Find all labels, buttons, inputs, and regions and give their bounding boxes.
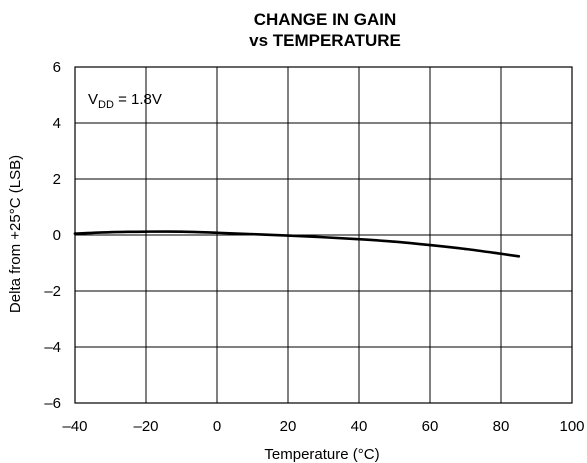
x-axis-ticks: –40 –20 0 20 40 60 80 100 [62, 418, 584, 435]
x-tick-label: 20 [280, 418, 297, 435]
series-layer [73, 230, 521, 258]
plot-frame [74, 66, 573, 404]
data-point [73, 232, 77, 235]
x-tick-label: 80 [493, 418, 510, 435]
chart-title-line-2: vs TEMPERATURE [249, 31, 401, 50]
data-point [393, 240, 396, 244]
data-point [517, 254, 521, 258]
data-point [180, 230, 183, 233]
data-point [428, 243, 432, 247]
data-point [251, 232, 254, 236]
y-tick-label: –6 [44, 395, 61, 412]
x-tick-label: 40 [351, 418, 368, 435]
y-tick-label: –4 [44, 339, 61, 356]
vdd-annotation: VDD = 1.8V [88, 91, 162, 111]
data-point [322, 235, 325, 239]
x-tick-label: 0 [213, 418, 221, 435]
data-point [357, 237, 361, 241]
data-point [286, 234, 290, 237]
data-point [144, 230, 148, 233]
grid [75, 67, 572, 403]
data-point [215, 231, 219, 235]
vdd-annotation-subscript: DD [98, 99, 114, 111]
x-axis-label: Temperature (°C) [264, 446, 379, 463]
gain-delta-line [73, 230, 521, 258]
y-tick-label: 6 [53, 59, 61, 76]
chart-title-line-1: CHANGE IN GAIN [254, 10, 397, 29]
data-point [499, 252, 503, 256]
x-tick-label: –20 [133, 418, 158, 435]
y-tick-label: 2 [53, 171, 61, 188]
data-point [109, 230, 112, 234]
y-tick-label: 4 [53, 115, 61, 132]
y-axis-ticks: –6 –4 –2 0 2 4 6 [44, 59, 61, 412]
vdd-annotation-value: = 1.8V [114, 91, 162, 108]
x-tick-label: 60 [422, 418, 439, 435]
x-tick-label: –40 [62, 418, 87, 435]
y-axis-label: Delta from +25°C (LSB) [7, 155, 24, 313]
y-tick-label: –2 [44, 283, 61, 300]
data-point [464, 247, 467, 251]
y-tick-label: 0 [53, 227, 61, 244]
x-tick-label: 100 [559, 418, 584, 435]
vdd-annotation-prefix: V [88, 91, 98, 108]
